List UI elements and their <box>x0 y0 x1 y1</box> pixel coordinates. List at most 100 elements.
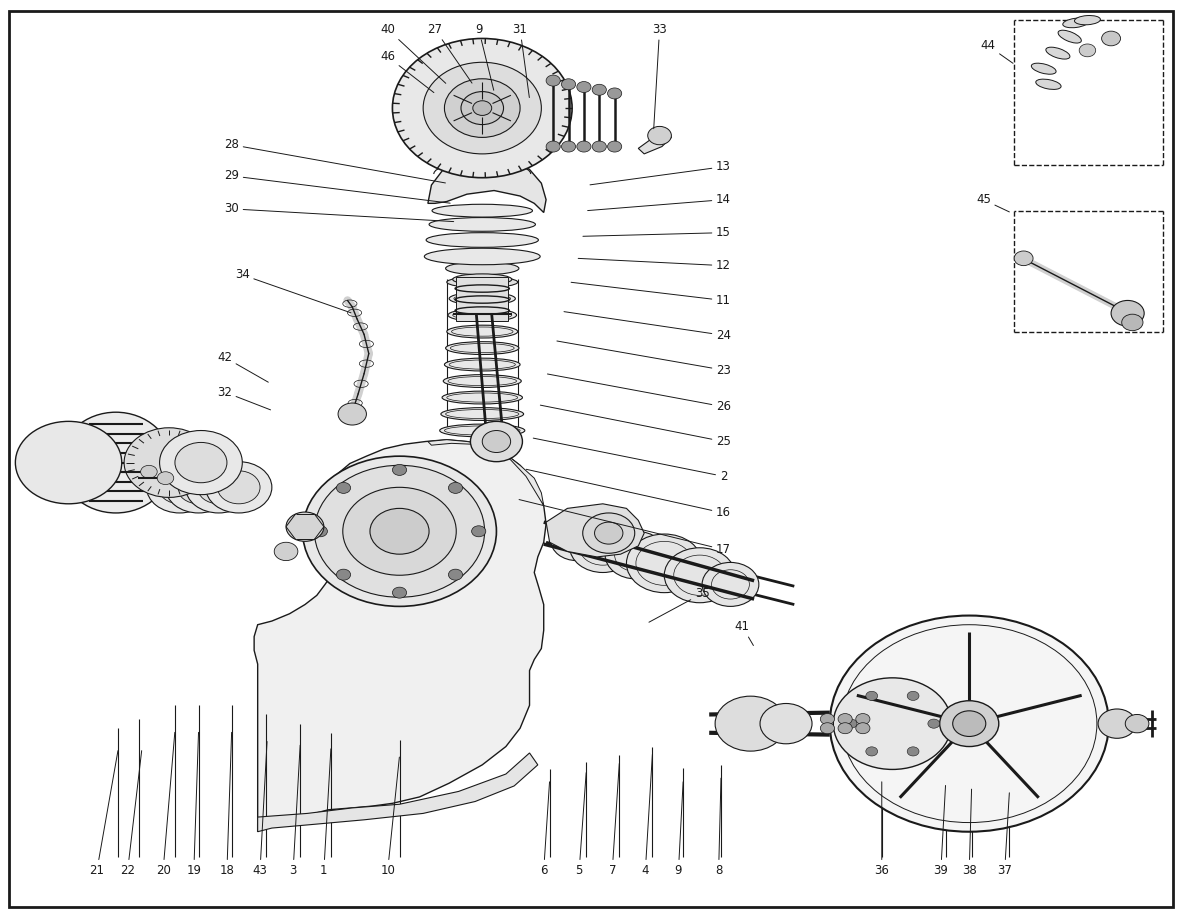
Ellipse shape <box>448 309 517 322</box>
Circle shape <box>472 526 486 537</box>
Text: 19: 19 <box>187 733 201 877</box>
Ellipse shape <box>1035 79 1061 90</box>
Text: 42: 42 <box>217 351 268 382</box>
Circle shape <box>141 465 157 478</box>
Ellipse shape <box>429 218 535 231</box>
Polygon shape <box>638 130 671 154</box>
Text: 33: 33 <box>652 23 667 128</box>
Circle shape <box>830 616 1109 832</box>
Circle shape <box>338 403 366 425</box>
Text: 10: 10 <box>381 758 400 877</box>
Circle shape <box>461 92 504 125</box>
Circle shape <box>856 723 870 734</box>
Circle shape <box>702 562 759 606</box>
Text: 35: 35 <box>649 587 709 622</box>
Circle shape <box>147 462 213 513</box>
Text: 7: 7 <box>609 764 619 877</box>
Text: 38: 38 <box>962 790 976 877</box>
Circle shape <box>856 714 870 725</box>
Text: 43: 43 <box>253 742 267 877</box>
Text: 5: 5 <box>576 773 586 877</box>
Text: 9: 9 <box>675 782 683 877</box>
Circle shape <box>865 692 877 701</box>
Circle shape <box>160 431 242 495</box>
Circle shape <box>865 747 877 756</box>
Text: 11: 11 <box>571 282 730 307</box>
Ellipse shape <box>446 262 519 275</box>
Ellipse shape <box>442 391 522 404</box>
Ellipse shape <box>444 358 520 371</box>
Circle shape <box>473 101 492 115</box>
Text: 30: 30 <box>225 202 454 222</box>
Circle shape <box>448 569 462 580</box>
Text: 21: 21 <box>90 750 118 877</box>
Ellipse shape <box>135 431 203 494</box>
Text: 22: 22 <box>121 751 142 877</box>
Circle shape <box>907 692 918 701</box>
Circle shape <box>760 703 812 744</box>
Circle shape <box>833 678 952 769</box>
Circle shape <box>392 464 407 475</box>
Ellipse shape <box>424 248 540 265</box>
Circle shape <box>648 126 671 145</box>
Ellipse shape <box>441 408 524 420</box>
Polygon shape <box>428 440 544 506</box>
Text: 20: 20 <box>156 733 175 877</box>
Circle shape <box>608 88 622 99</box>
Text: 17: 17 <box>519 499 730 556</box>
Circle shape <box>583 513 635 553</box>
Circle shape <box>592 84 606 95</box>
Circle shape <box>546 75 560 86</box>
Circle shape <box>186 462 252 513</box>
Circle shape <box>343 487 456 575</box>
Circle shape <box>175 442 227 483</box>
Circle shape <box>1014 251 1033 266</box>
Circle shape <box>1111 300 1144 326</box>
Text: 28: 28 <box>225 138 446 183</box>
Circle shape <box>444 79 520 137</box>
Circle shape <box>217 471 260 504</box>
Text: 14: 14 <box>587 193 730 211</box>
Polygon shape <box>258 753 538 832</box>
Circle shape <box>337 483 351 494</box>
Circle shape <box>482 431 511 453</box>
Circle shape <box>820 714 834 725</box>
Text: 12: 12 <box>578 258 730 272</box>
Circle shape <box>940 701 999 747</box>
Circle shape <box>715 696 786 751</box>
Circle shape <box>124 428 214 497</box>
Text: 4: 4 <box>642 755 652 877</box>
Ellipse shape <box>447 277 518 288</box>
Ellipse shape <box>447 325 518 338</box>
Circle shape <box>274 542 298 561</box>
Ellipse shape <box>453 274 512 285</box>
Text: 23: 23 <box>557 341 730 376</box>
Circle shape <box>577 141 591 152</box>
Circle shape <box>820 723 834 734</box>
Circle shape <box>165 462 232 513</box>
Circle shape <box>15 421 122 504</box>
Text: 8: 8 <box>715 779 722 877</box>
Circle shape <box>551 520 603 561</box>
Circle shape <box>546 141 560 152</box>
Text: 39: 39 <box>934 786 948 877</box>
Text: 27: 27 <box>428 23 472 83</box>
Circle shape <box>561 79 576 90</box>
Circle shape <box>303 456 496 606</box>
Text: 45: 45 <box>976 193 1009 212</box>
Polygon shape <box>428 156 546 213</box>
Circle shape <box>1079 44 1096 57</box>
Circle shape <box>561 141 576 152</box>
Circle shape <box>423 62 541 154</box>
Ellipse shape <box>1032 63 1056 74</box>
Text: 37: 37 <box>998 793 1012 877</box>
Circle shape <box>1125 714 1149 733</box>
Text: 25: 25 <box>540 405 730 448</box>
Ellipse shape <box>431 204 532 217</box>
Circle shape <box>157 472 174 485</box>
Circle shape <box>626 534 702 593</box>
Circle shape <box>608 141 622 152</box>
Circle shape <box>392 587 407 598</box>
Ellipse shape <box>1058 30 1082 43</box>
Circle shape <box>314 465 485 597</box>
